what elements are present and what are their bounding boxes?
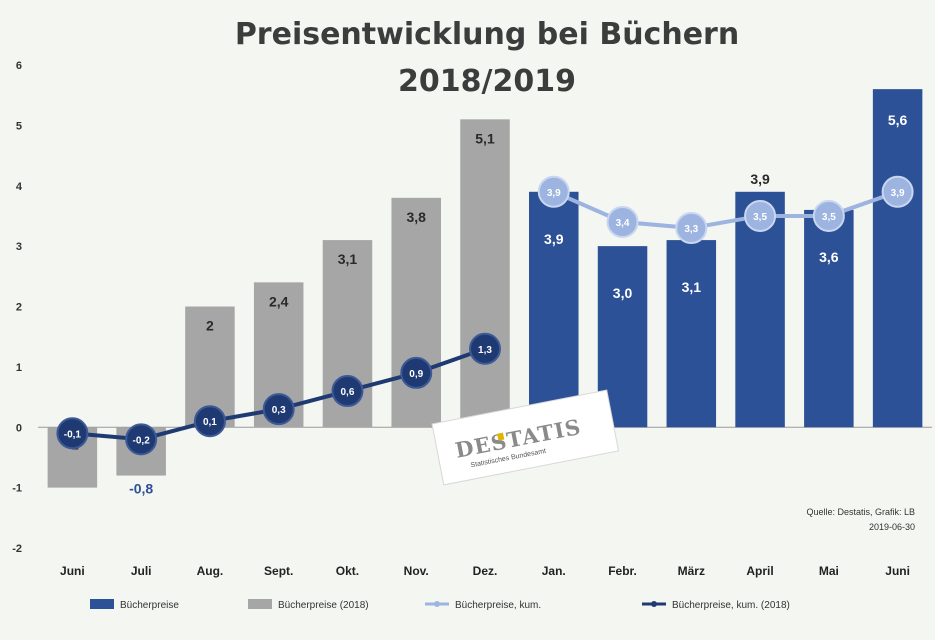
legend-swatch-marker: [651, 601, 657, 607]
line-point-label: 1,3: [478, 345, 492, 356]
line-point-marker: [262, 393, 295, 426]
bar: [391, 197, 441, 428]
x-tick-label: April: [746, 564, 773, 578]
legend-label: Bücherpreise: [120, 600, 179, 611]
line-point-marker: [331, 375, 364, 408]
y-tick-label: 4: [16, 181, 23, 193]
line-point-marker: [193, 405, 226, 438]
line-point-marker: [881, 175, 914, 208]
line-point-label: -0,2: [133, 435, 151, 446]
line-point-label: 3,4: [616, 218, 630, 229]
bar: [529, 191, 579, 428]
x-tick-label: Dez.: [473, 564, 498, 578]
y-tick-label: 6: [16, 60, 22, 72]
line-point-label: 0,9: [409, 369, 423, 380]
y-tick-label: -2: [12, 543, 22, 555]
bar: [872, 89, 923, 428]
source-note: Quelle: Destatis, Grafik: LB 2019-06-30: [806, 507, 915, 532]
line-point-marker: [400, 356, 433, 389]
bars: 3,93,03,13,93,65,6-1-0,822,43,13,85,1: [47, 89, 923, 497]
x-axis: Juni Juli Aug. Sept. Okt. Nov. Dez. Jan. Febr. Mä…: [60, 564, 910, 578]
chart-title: Preisentwicklung bei Büchern 2018/2019: [235, 17, 739, 99]
x-tick-label: Juni: [60, 564, 85, 578]
x-tick-label: Jan.: [542, 564, 566, 578]
legend-swatch: [248, 599, 272, 609]
x-tick-label: März: [678, 564, 705, 578]
bar: [804, 209, 854, 428]
line-point-label: 3,3: [684, 224, 698, 235]
bar-data-label: 3,9: [750, 171, 770, 187]
y-tick-label: 2: [16, 302, 22, 314]
legend-label: Bücherpreise, kum.: [455, 600, 541, 611]
legend-label: Bücherpreise, kum. (2018): [672, 600, 790, 611]
line-point-marker: [469, 332, 501, 365]
bar-data-label: 3,6: [819, 249, 839, 265]
y-tick-label: 0: [16, 422, 22, 434]
y-tick-label: 1: [16, 362, 22, 374]
line-point-marker: [56, 417, 89, 450]
bar: [666, 240, 717, 428]
bar-data-label: 3,8: [406, 209, 426, 225]
bar-data-label: 5,6: [888, 112, 908, 128]
logo-card: [431, 389, 620, 486]
bar-data-label: 2: [206, 318, 214, 334]
line-point-marker: [537, 175, 570, 208]
chart-title-line-2: 2018/2019: [398, 64, 576, 99]
chart-title-line-1: Preisentwicklung bei Büchern: [235, 17, 739, 52]
bar-data-label: -0,8: [129, 481, 153, 497]
bar-data-label: 3,1: [682, 279, 702, 295]
x-tick-label: Sept.: [264, 564, 293, 578]
legend-swatch-marker: [434, 601, 440, 607]
x-tick-label: Nov.: [404, 564, 429, 578]
x-tick-label: Juli: [131, 564, 152, 578]
line-point-label: 3,5: [753, 212, 767, 223]
bar-data-label: 2,4: [269, 293, 289, 309]
bar-data-label: 3,9: [544, 231, 564, 247]
source-line-1: Quelle: Destatis, Grafik: LB: [806, 507, 915, 517]
bar: [460, 119, 510, 428]
bar-data-label: 3,0: [613, 285, 633, 301]
x-tick-label: Juni: [885, 564, 910, 578]
line-point-marker: [125, 423, 158, 456]
legend-swatch: [90, 599, 114, 609]
source-line-2: 2019-06-30: [869, 522, 915, 532]
line-point-label: 0,1: [203, 417, 217, 428]
y-tick-label: 5: [16, 120, 22, 132]
line-point-label: 0,6: [341, 387, 355, 398]
legend-label: Bücherpreise (2018): [278, 600, 369, 611]
line-point-label: 0,3: [272, 405, 286, 416]
bar-data-label: 5,1: [475, 130, 495, 146]
logo-mark: [497, 432, 505, 441]
y-tick-label: 3: [16, 241, 22, 253]
line-point-label: 3,9: [891, 188, 905, 199]
destatis-logo: DESTATIS Statistisches Bundesamt: [431, 389, 620, 486]
line-point-label: -0,1: [64, 429, 82, 440]
lines: 3,9 3,4 3,3 3,5 3,5 3,9 -0,1 -0,2 0,1 0,3 0,6 0,9 1,…: [56, 175, 914, 456]
line-point-marker: [744, 199, 777, 232]
y-tick-label: -1: [12, 483, 22, 495]
line-point-marker: [675, 212, 708, 245]
x-tick-label: Okt.: [336, 564, 359, 578]
x-tick-label: Mai: [819, 564, 839, 578]
line-point-label: 3,5: [822, 212, 836, 223]
line-point-marker: [812, 199, 845, 232]
bar-data-label: 3,1: [338, 251, 358, 267]
legend: Bücherpreise Bücherpreise (2018) Bücherpre…: [90, 599, 790, 611]
x-tick-label: Febr.: [608, 564, 637, 578]
line-point-label: 3,9: [547, 188, 561, 199]
line-point-marker: [606, 205, 639, 238]
x-tick-label: Aug.: [197, 564, 224, 578]
